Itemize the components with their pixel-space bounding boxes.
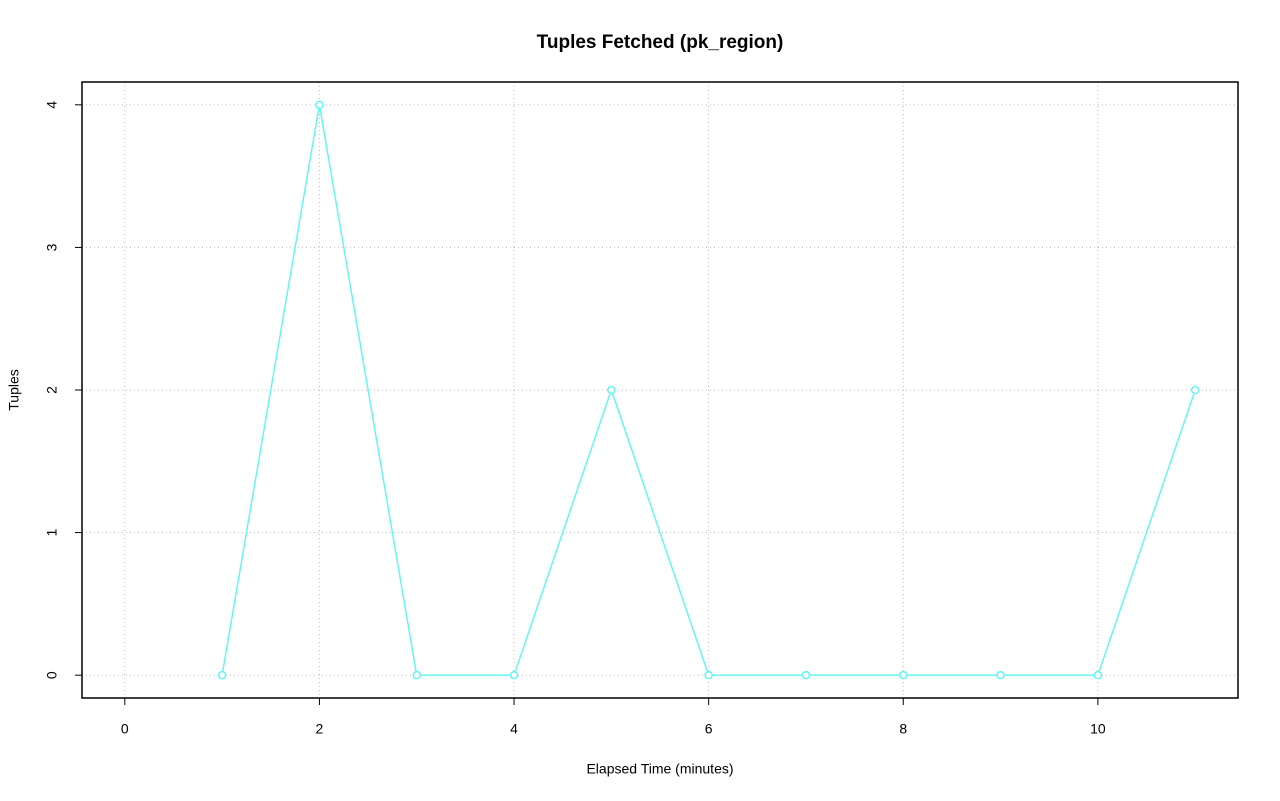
x-tick-label: 2 xyxy=(316,721,324,737)
point xyxy=(217,670,227,680)
x-axis-label: Elapsed Time (minutes) xyxy=(586,761,733,777)
y-tick-label: 4 xyxy=(44,101,60,109)
point xyxy=(509,670,519,680)
y-tick-label: 3 xyxy=(44,243,60,251)
plot-frame xyxy=(81,81,1239,699)
y-tick-label: 0 xyxy=(44,671,60,679)
point xyxy=(704,670,713,680)
point xyxy=(801,670,811,680)
x-tick-label: 10 xyxy=(1090,721,1106,737)
point xyxy=(412,670,421,680)
point xyxy=(607,385,616,395)
point xyxy=(899,670,908,680)
point xyxy=(315,100,324,110)
x-tick-label: 6 xyxy=(705,721,713,737)
point xyxy=(996,670,1005,680)
point xyxy=(1093,670,1103,680)
x-tick-label: 0 xyxy=(121,721,129,737)
x-tick-label: 8 xyxy=(899,721,907,737)
y-tick-label: 2 xyxy=(44,386,60,394)
y-tick-label: 1 xyxy=(44,528,60,536)
chart-title: Tuples Fetched (pk_region) xyxy=(537,32,784,53)
x-tick-label: 4 xyxy=(510,721,518,737)
point xyxy=(1190,385,1200,395)
y-axis-label: Tuples xyxy=(6,369,22,411)
